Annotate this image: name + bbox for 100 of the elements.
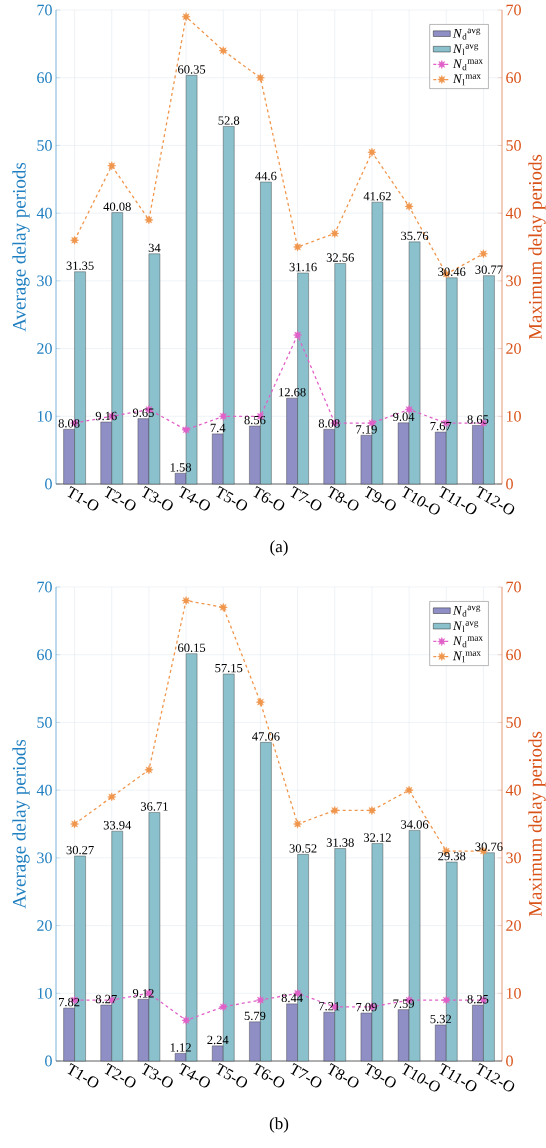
data-label: 8.25 [467,994,489,1004]
point [293,242,302,252]
point [70,819,79,829]
data-label: 8.44 [281,993,303,1003]
y2-tick-label: 30 [506,275,521,287]
point [218,411,228,421]
data-label: 12.68 [279,387,306,397]
point [181,425,191,435]
point [218,602,228,612]
y2-tick-label: 20 [506,343,521,354]
data-label: 34.06 [401,820,429,829]
data-label: 33.94 [103,821,132,830]
x-tick-label: T4-O [179,1063,210,1088]
data-label: 35.76 [401,231,429,241]
point [144,765,154,775]
y2-tick-label: 50 [506,717,521,728]
point [256,73,265,83]
y-tick-label: 40 [36,207,52,219]
x-tick-label: T2-O [104,486,136,511]
x-tick-label: T3-O [141,486,173,511]
data-label: 31.16 [289,262,317,272]
point [330,229,340,238]
data-label: 29.38 [438,851,466,861]
point [256,995,265,1005]
legend-label: N$_{l}$avg [452,620,479,633]
y-tick-label: 10 [37,987,52,999]
y2-tick-label: 10 [506,410,521,422]
y-axis-title: Average delay periods [12,739,30,909]
data-label: 9.04 [393,412,415,422]
y2-tick-label: 70 [506,581,521,593]
legend-label: N$_{l}$max [452,74,481,86]
data-label: 40.08 [103,202,131,211]
data-label: 30.77 [475,265,503,274]
data-label: 7.19 [356,425,377,434]
y-tick-label: 70 [37,4,52,16]
y2-tick-label: 50 [506,140,521,151]
data-label: 57.15 [215,663,243,673]
data-label: 34 [148,243,161,253]
x-tick-label: T9-O [364,1063,396,1088]
data-label: 32.56 [326,253,354,262]
data-label: 8.56 [244,415,266,425]
text: (b) [269,1117,289,1133]
point [367,147,377,157]
y2-tick-label: 10 [506,987,521,999]
data-label: 52.8 [218,116,240,125]
point [218,46,228,56]
data-label: 5.32 [430,1014,451,1024]
y2-tick-label: 70 [506,4,521,16]
x-tick-label: T6-O [253,486,285,511]
data-label: 2.24 [207,1035,229,1045]
point [181,596,191,605]
y-tick-label: 0 [45,478,52,490]
data-label: 31.35 [66,261,94,271]
point [181,12,191,22]
data-label: 30.76 [475,842,503,852]
data-label: 7.67 [430,421,452,431]
y-tick-label: 10 [37,410,52,422]
legend-label: N$_{d}$max [452,59,483,71]
y-tick-label: 30 [37,275,52,287]
point [70,235,79,245]
y-tick-label: 40 [36,784,52,796]
y2-tick-label: 20 [506,920,521,931]
data-label: 7.59 [393,999,415,1008]
point [293,330,302,340]
x-tick-label: T5-O [216,486,248,511]
y2-tick-label: 60 [506,72,521,84]
x-tick-label: T3-O [141,1063,173,1088]
data-label: 7.82 [58,997,80,1007]
x-tick-label: T2-O [104,1063,136,1088]
point [404,785,414,795]
y-tick-label: 0 [45,1055,52,1067]
y-tick-label: 60 [37,649,52,661]
y-axis-title: Average delay periods [12,162,30,332]
y2-tick-label: 40 [505,784,521,796]
x-tick-label: T4-O [179,486,210,511]
point [144,215,154,225]
point [181,1016,191,1025]
data-label: 30.52 [289,844,317,853]
y-tick-label: 30 [37,852,52,864]
data-label: 44.6 [255,171,277,181]
y-tick-label: 20 [37,343,52,354]
data-label: 41.62 [363,192,391,201]
data-label: 5.79 [244,1011,266,1021]
y-tick-label: 50 [37,140,52,151]
point [479,249,488,259]
data-label: 47.06 [252,732,280,741]
data-label: 1.12 [170,1043,191,1052]
point [107,792,117,802]
data-label: 1.58 [170,463,192,472]
data-label: 32.12 [363,833,391,842]
y-tick-label: 70 [37,581,52,593]
data-label: 7.09 [356,1002,377,1012]
x-tick-label: T6-O [253,1063,285,1088]
y-tick-label: 50 [37,717,52,728]
point [293,819,302,829]
point [367,806,377,815]
legend-label: N$_{l}$avg [452,43,479,56]
x-tick-label: T1-O [67,486,99,511]
data-label: 30.27 [66,845,94,855]
x-tick-label: T5-O [216,1063,248,1088]
